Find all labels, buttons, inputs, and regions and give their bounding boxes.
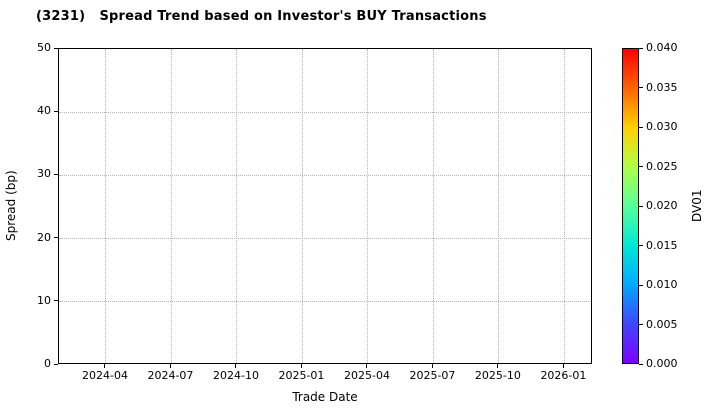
x-tick-label: 2025-01: [278, 369, 325, 382]
x-gridline: [105, 49, 107, 363]
y-tick-mark: [54, 237, 58, 239]
y-tick-label: 50: [37, 41, 51, 54]
x-tick-mark: [562, 364, 564, 368]
colorbar-tick-label: 0.030: [646, 120, 678, 133]
x-tick-mark: [104, 364, 106, 368]
x-gridline: [432, 49, 434, 363]
colorbar-tick-label: 0.015: [646, 238, 678, 252]
x-tick-label: 2025-10: [474, 369, 521, 382]
y-gridline: [59, 238, 591, 240]
colorbar-tick-mark: [639, 126, 643, 128]
x-axis-label: Trade Date: [292, 390, 358, 404]
x-tick-label: 2025-07: [409, 369, 456, 382]
y-tick-mark: [54, 110, 58, 112]
colorbar-tick-mark: [639, 166, 643, 167]
y-gridline: [59, 301, 591, 303]
x-tick-label: 2026-01: [540, 369, 587, 382]
colorbar: [622, 48, 639, 364]
colorbar-tick-mark: [639, 87, 643, 88]
plot-area: [58, 48, 592, 364]
x-gridline: [301, 49, 303, 363]
x-tick-mark: [366, 364, 368, 368]
x-tick-label: 2024-07: [147, 369, 194, 382]
colorbar-label: DV01: [690, 189, 704, 223]
x-tick-mark: [169, 364, 171, 368]
x-tick-label: 2024-10: [212, 369, 259, 382]
x-tick-label: 2024-04: [82, 369, 128, 382]
colorbar-tick-label: 0.040: [646, 41, 678, 54]
x-gridline: [498, 49, 500, 363]
chart-title: (3231) Spread Trend based on Investor's …: [36, 9, 487, 24]
y-gridline: [59, 111, 591, 113]
y-tick-mark: [54, 363, 58, 365]
x-gridline: [170, 49, 172, 363]
y-tick-label: 30: [37, 167, 51, 181]
colorbar-tick-label: 0.000: [646, 357, 678, 370]
y-gridline: [59, 174, 591, 176]
y-tick-mark: [54, 47, 58, 49]
x-tick-mark: [300, 364, 302, 368]
y-tick-label: 10: [37, 293, 51, 307]
colorbar-tick-label: 0.020: [646, 199, 678, 212]
y-axis-label: Spread (bp): [4, 170, 18, 242]
colorbar-tick-label: 0.005: [646, 317, 678, 331]
colorbar-tick-label: 0.025: [646, 159, 678, 173]
x-tick-mark: [431, 364, 433, 368]
colorbar-tick-mark: [639, 363, 643, 365]
y-tick-label: 40: [37, 104, 51, 118]
x-tick-label: 2025-04: [343, 369, 390, 382]
colorbar-tick-mark: [639, 47, 643, 49]
colorbar-tick-mark: [639, 245, 643, 246]
x-tick-mark: [497, 364, 499, 368]
y-tick-label: 20: [37, 230, 51, 244]
colorbar-tick-label: 0.010: [646, 278, 678, 291]
colorbar-tick-label: 0.035: [646, 80, 678, 94]
grid-layer: [59, 49, 591, 363]
y-tick-mark: [54, 300, 58, 302]
y-tick-label: 0: [44, 357, 51, 370]
colorbar-tick-mark: [639, 205, 643, 207]
x-gridline: [236, 49, 238, 363]
x-gridline: [367, 49, 369, 363]
x-gridline: [563, 49, 565, 363]
y-tick-mark: [54, 173, 58, 175]
colorbar-tick-mark: [639, 324, 643, 325]
x-tick-mark: [235, 364, 237, 368]
colorbar-tick-mark: [639, 284, 643, 286]
